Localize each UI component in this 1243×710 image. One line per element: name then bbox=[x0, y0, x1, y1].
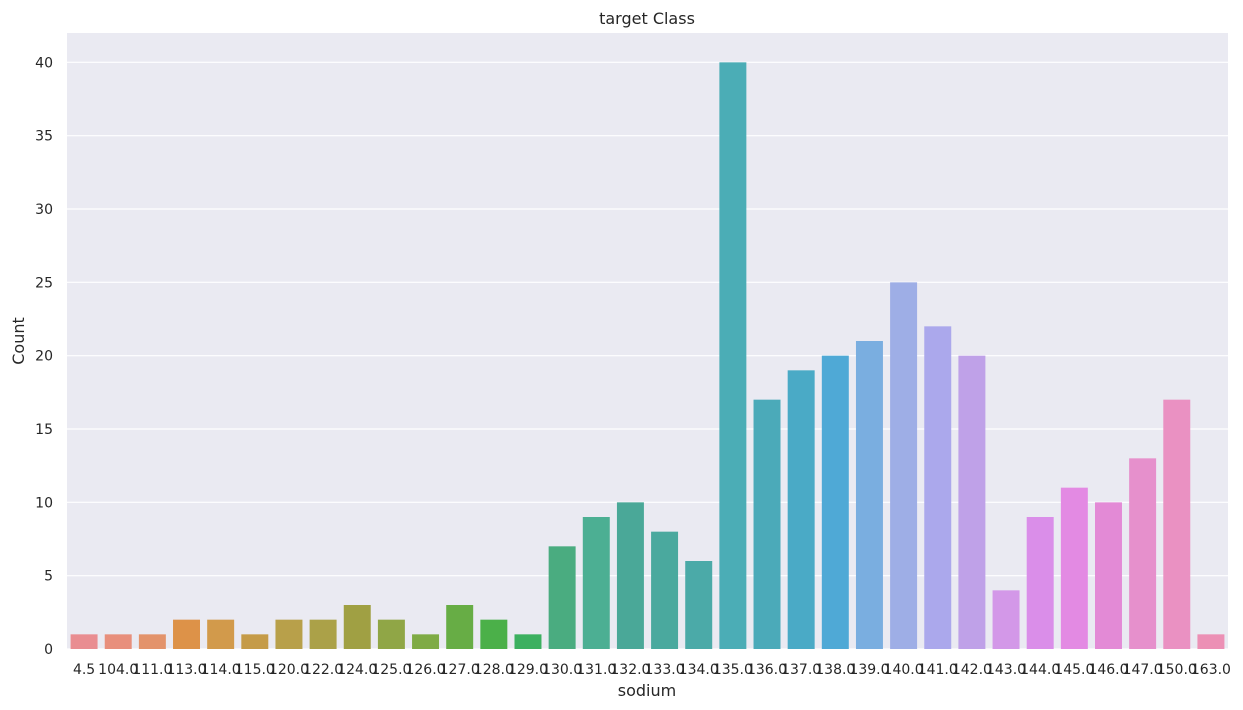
y-tick-label: 15 bbox=[35, 422, 53, 438]
x-tick-label: 137.0 bbox=[781, 662, 821, 678]
x-tick-label: 142.0 bbox=[952, 662, 992, 678]
x-tick-label: 130.0 bbox=[542, 662, 582, 678]
x-tick-labels: 4.5 104.0111.0113.0114.0115.0120.0122.012… bbox=[73, 662, 1231, 678]
y-axis-label: Count bbox=[9, 317, 28, 365]
bar-130.0 bbox=[548, 546, 576, 649]
x-tick-label: 122.0 bbox=[303, 662, 343, 678]
x-tick-label: 115.0 bbox=[235, 662, 275, 678]
x-tick-label: 124.0 bbox=[337, 662, 377, 678]
bar-139.0 bbox=[855, 341, 883, 649]
x-tick-label: 129.0 bbox=[508, 662, 548, 678]
plot-background bbox=[67, 33, 1228, 649]
bar-147.0 bbox=[1129, 458, 1157, 649]
x-tick-label: 133.0 bbox=[645, 662, 685, 678]
bar-145.0 bbox=[1060, 487, 1088, 649]
bar-114.0 bbox=[207, 619, 235, 649]
x-tick-label: 125.0 bbox=[371, 662, 411, 678]
x-tick-label: 143.0 bbox=[986, 662, 1026, 678]
bar-134.0 bbox=[685, 561, 713, 649]
chart-title: target Class bbox=[599, 9, 695, 28]
bar-150.0 bbox=[1163, 399, 1191, 649]
bar-120.0 bbox=[275, 619, 303, 649]
bar-131.0 bbox=[582, 517, 610, 649]
x-tick-label: 126.0 bbox=[405, 662, 445, 678]
y-tick-label: 5 bbox=[44, 569, 53, 585]
bar-132.0 bbox=[616, 502, 644, 649]
y-tick-label: 35 bbox=[35, 129, 53, 145]
bar-136.0 bbox=[753, 399, 781, 649]
x-tick-label: 138.0 bbox=[815, 662, 855, 678]
y-tick-label: 20 bbox=[35, 349, 53, 365]
y-tick-label: 25 bbox=[35, 275, 53, 291]
x-tick-label: 111.0 bbox=[132, 662, 172, 678]
x-tick-label: 141.0 bbox=[918, 662, 958, 678]
bar-111.0 bbox=[138, 634, 166, 649]
bar-144.0 bbox=[1026, 517, 1054, 649]
bar-133.0 bbox=[651, 531, 679, 649]
y-tick-label: 10 bbox=[35, 495, 53, 511]
bar-4.5 bbox=[70, 634, 98, 649]
bar-113.0 bbox=[173, 619, 201, 649]
x-tick-label: 114.0 bbox=[201, 662, 241, 678]
bar-143.0 bbox=[992, 590, 1020, 649]
x-tick-label: 163.0 bbox=[1191, 662, 1231, 678]
x-tick-label: 144.0 bbox=[1020, 662, 1060, 678]
y-tick-label: 40 bbox=[35, 55, 53, 71]
bar-122.0 bbox=[309, 619, 337, 649]
bar-124.0 bbox=[343, 605, 371, 649]
x-axis-label: sodium bbox=[618, 681, 676, 700]
bar-129.0 bbox=[514, 634, 542, 649]
y-tick-label: 0 bbox=[44, 642, 53, 658]
x-tick-label: 135.0 bbox=[713, 662, 753, 678]
bar-115.0 bbox=[241, 634, 269, 649]
bars bbox=[70, 62, 1225, 650]
x-tick-label: 139.0 bbox=[849, 662, 889, 678]
bar-163.0 bbox=[1197, 634, 1225, 649]
x-tick-label: 145.0 bbox=[1054, 662, 1094, 678]
x-tick-label: 4.5 bbox=[73, 662, 95, 678]
bar-135.0 bbox=[719, 62, 747, 650]
y-tick-label: 30 bbox=[35, 202, 53, 218]
x-tick-label: 150.0 bbox=[1157, 662, 1197, 678]
gridlines bbox=[67, 61, 1228, 650]
bar-141.0 bbox=[924, 326, 952, 649]
bar-137.0 bbox=[787, 370, 815, 649]
x-tick-label: 140.0 bbox=[884, 662, 924, 678]
bar-140.0 bbox=[890, 282, 918, 649]
x-tick-label: 134.0 bbox=[679, 662, 719, 678]
x-tick-label: 113.0 bbox=[166, 662, 206, 678]
x-tick-label: 131.0 bbox=[576, 662, 616, 678]
x-tick-label: 128.0 bbox=[474, 662, 514, 678]
x-tick-label: 132.0 bbox=[610, 662, 650, 678]
x-tick-label: 147.0 bbox=[1123, 662, 1163, 678]
x-tick-label: 104.0 bbox=[98, 662, 138, 678]
bar-146.0 bbox=[1094, 502, 1122, 649]
y-tick-labels: 0 5 10 15 20 25 30 35 40 bbox=[35, 55, 53, 658]
x-tick-label: 120.0 bbox=[269, 662, 309, 678]
x-tick-label: 127.0 bbox=[440, 662, 480, 678]
bar-126.0 bbox=[412, 634, 440, 649]
x-tick-label: 136.0 bbox=[747, 662, 787, 678]
bar-128.0 bbox=[480, 619, 508, 649]
x-tick-label: 146.0 bbox=[1088, 662, 1128, 678]
bar-127.0 bbox=[446, 605, 474, 649]
bar-104.0 bbox=[104, 634, 132, 649]
bar-125.0 bbox=[377, 619, 405, 649]
bar-138.0 bbox=[821, 355, 849, 649]
bar-142.0 bbox=[958, 355, 986, 649]
